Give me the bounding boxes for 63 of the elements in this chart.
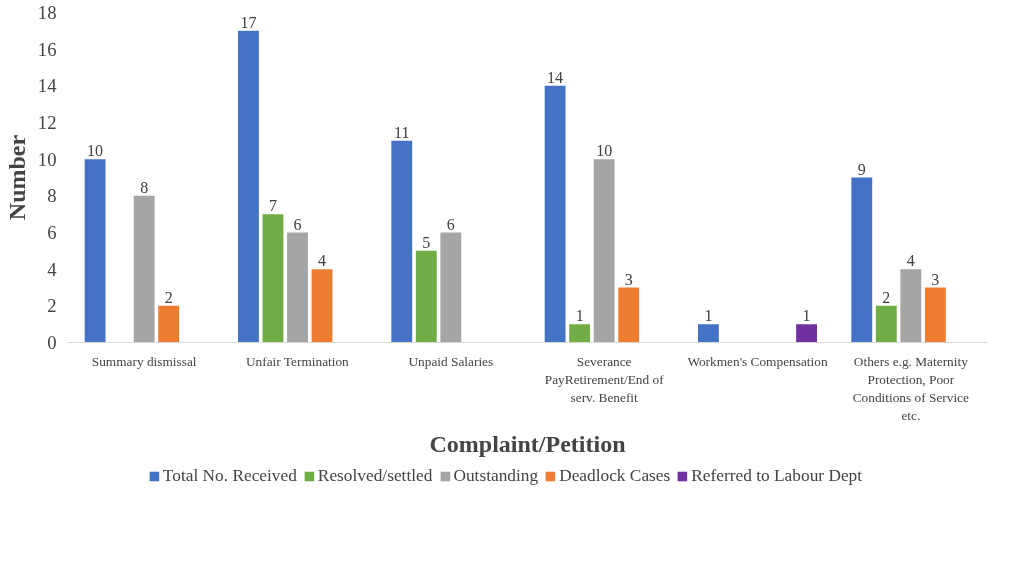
bar <box>900 269 922 343</box>
x-tick-label: Others e.g. Maternity Protection, Poor Conditions of Service etc. <box>852 353 970 423</box>
legend-label: Deadlock Cases <box>559 466 671 486</box>
data-label: 7 <box>268 197 277 215</box>
y-tick-label: 10 <box>37 148 57 170</box>
data-label: 8 <box>140 178 149 196</box>
bar <box>391 140 413 343</box>
bar <box>238 30 259 343</box>
legend-label: Referred to Labour Dept <box>691 466 863 486</box>
bar <box>924 287 946 343</box>
legend-label: Outstanding <box>453 466 539 486</box>
data-label: 4 <box>318 252 327 270</box>
bar <box>287 232 308 343</box>
bar <box>440 232 462 343</box>
data-label: 6 <box>446 215 455 233</box>
x-tick-label: Workmen's Compensation <box>687 353 828 369</box>
bar <box>415 250 437 343</box>
x-tick-label: Severance PayRetirement/End of serv. Benefit <box>544 353 665 405</box>
x-tick-label: Unpaid Salaries <box>408 353 494 369</box>
x-tick-label: Unfair Termination <box>245 353 350 369</box>
data-label: 10 <box>87 142 104 160</box>
bar <box>84 159 106 343</box>
bar <box>158 305 180 343</box>
bar <box>133 195 155 343</box>
data-label: 1 <box>704 307 713 325</box>
data-label: 9 <box>857 160 866 178</box>
data-label: 5 <box>422 233 431 251</box>
y-tick-label: 18 <box>37 2 57 23</box>
data-label: 3 <box>624 270 633 288</box>
legend-label: Total No. Received <box>162 466 297 486</box>
y-tick-label: 2 <box>47 295 57 317</box>
bar <box>618 287 640 343</box>
bar <box>569 324 591 343</box>
data-label: 2 <box>164 288 173 306</box>
y-tick-label: 0 <box>47 332 57 353</box>
y-tick-label: 4 <box>47 258 58 280</box>
y-tick-label: 12 <box>37 112 57 133</box>
data-label: 14 <box>547 68 564 86</box>
y-tick-label: 16 <box>37 38 57 60</box>
bar <box>698 324 719 343</box>
legend-label: Resolved/settled <box>317 466 433 486</box>
data-label: 1 <box>575 307 584 325</box>
y-tick-label: 8 <box>47 185 57 207</box>
bar <box>262 214 284 343</box>
data-label: 10 <box>596 142 613 160</box>
data-label: 1 <box>802 307 811 325</box>
data-label: 4 <box>906 252 915 270</box>
data-label: 6 <box>293 215 302 233</box>
bar <box>544 85 566 343</box>
data-label: 17 <box>240 13 257 31</box>
data-label: 2 <box>882 288 891 306</box>
y-tick-label: 6 <box>47 222 57 243</box>
bar <box>851 177 873 343</box>
data-label: 11 <box>394 123 410 141</box>
y-axis-title: Number <box>3 134 30 221</box>
bar <box>875 305 897 343</box>
bar <box>593 159 615 343</box>
bar <box>796 324 817 343</box>
x-axis-title: Complaint/Petition <box>429 430 626 457</box>
y-tick-label: 14 <box>37 75 58 97</box>
data-label: 3 <box>931 270 940 288</box>
x-tick-label: Summary dismissal <box>91 353 197 369</box>
bar <box>311 269 333 343</box>
